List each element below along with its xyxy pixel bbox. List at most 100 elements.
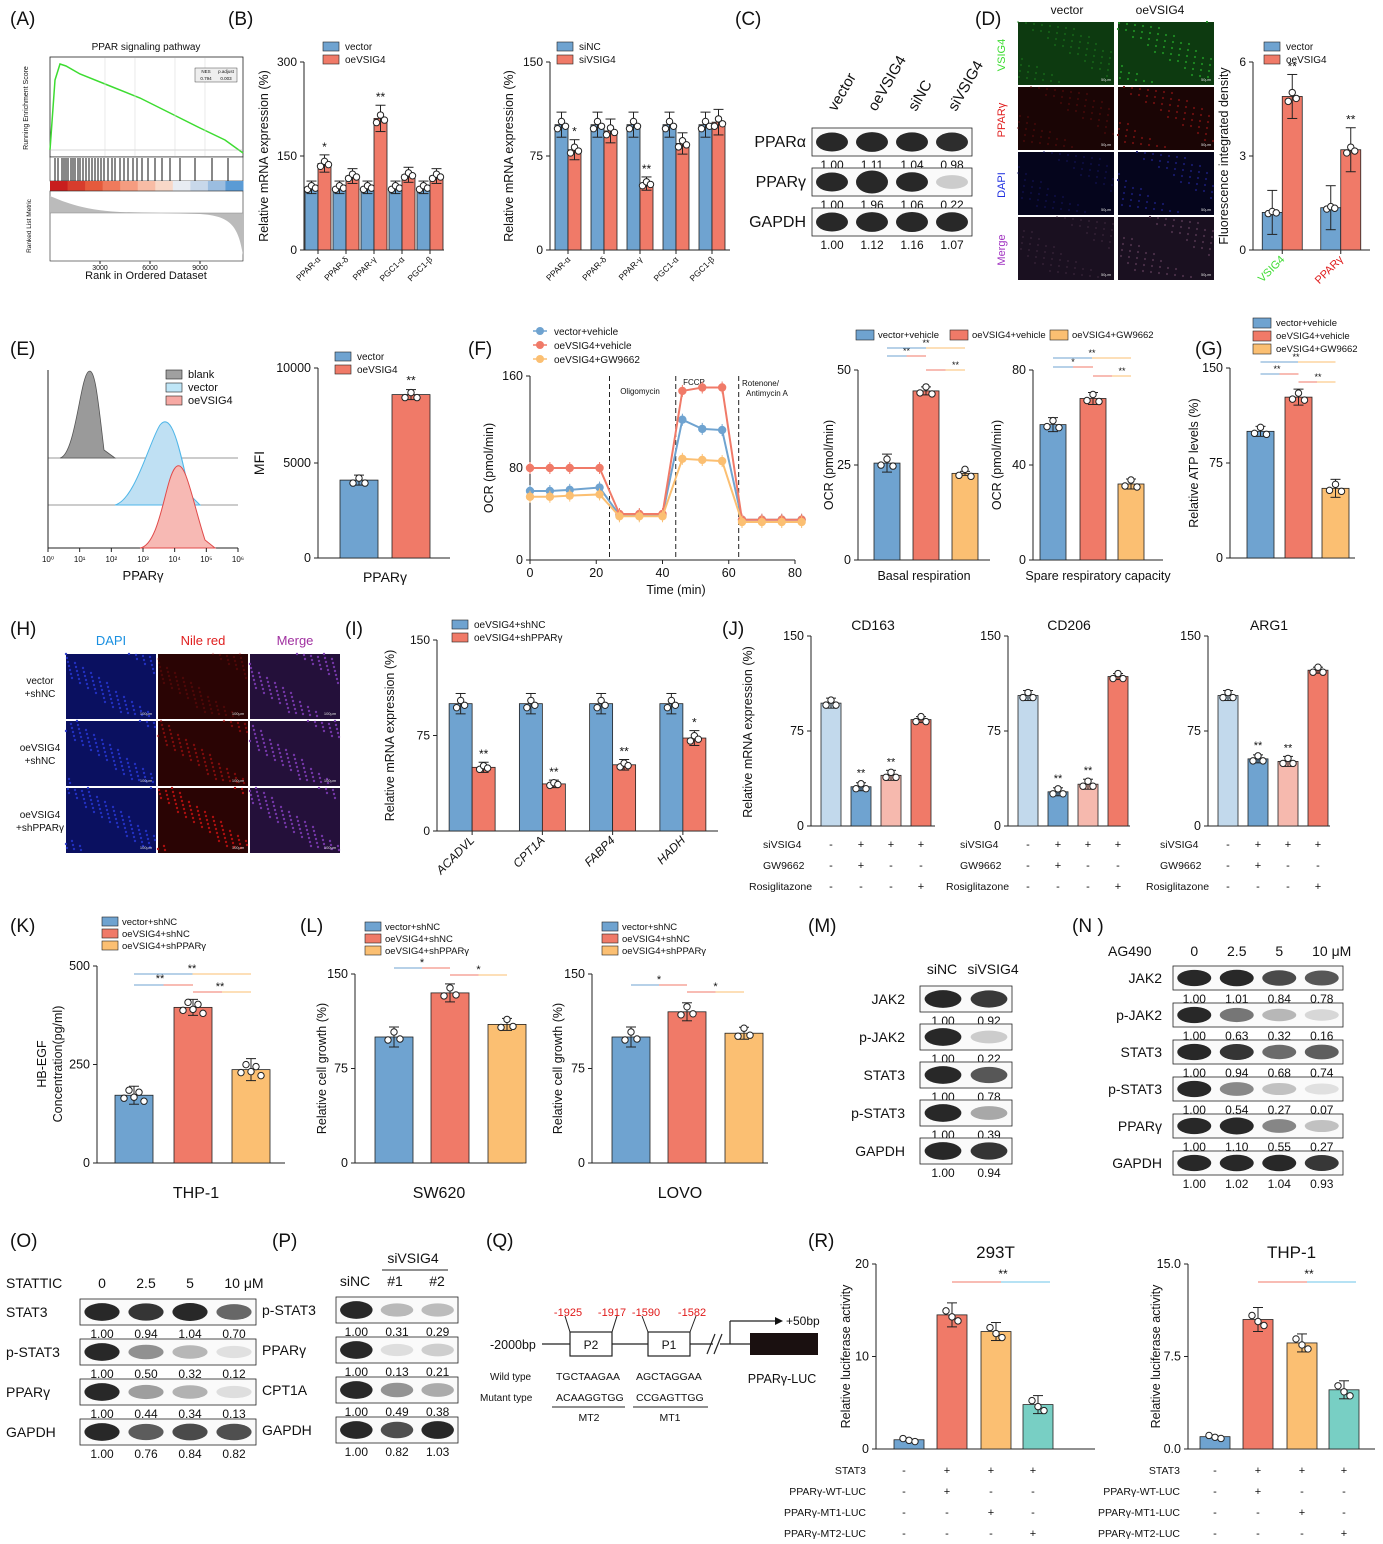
d-cell <box>1053 194 1057 198</box>
d-cell <box>1205 171 1209 175</box>
d-tick-label: 6 <box>1239 55 1246 69</box>
h-cell <box>334 673 338 677</box>
d-cell <box>1128 204 1132 208</box>
d-cell <box>1076 52 1080 56</box>
l-legend-swatch <box>364 945 382 956</box>
r-sign: - <box>945 1507 949 1519</box>
n-blot-band <box>1177 1043 1212 1061</box>
e2-tick-label: 5000 <box>283 456 311 470</box>
h-cell <box>254 786 258 790</box>
h-cell <box>96 749 100 753</box>
d-cell <box>1091 60 1095 64</box>
d-cell <box>1162 45 1166 49</box>
h-cell <box>101 692 105 696</box>
r0-tick-label: 0 <box>862 1442 869 1456</box>
h-cell <box>161 727 165 731</box>
l-legend-text: vector+shNC <box>622 922 677 933</box>
h-cell <box>306 719 310 723</box>
h-cell <box>255 790 259 794</box>
d-cell <box>1068 51 1072 55</box>
h-cell <box>153 838 157 842</box>
j0-tick-label: 75 <box>790 724 804 738</box>
h-cell <box>319 780 323 784</box>
h-cell <box>186 696 190 700</box>
d-cell <box>1061 44 1065 48</box>
h-cell <box>325 777 329 781</box>
h-cell <box>225 844 229 848</box>
d-cell <box>1058 258 1062 262</box>
h-cell <box>325 664 329 668</box>
n-blot-band <box>1177 969 1212 987</box>
d-cell <box>1118 121 1122 125</box>
f1-y-label: OCR (pmol/min) <box>482 423 496 513</box>
h-cell <box>199 821 203 825</box>
h-cell <box>289 818 293 822</box>
h-cell <box>84 805 88 809</box>
c-blot-band <box>816 132 848 152</box>
h-cell <box>304 824 308 828</box>
h-cell <box>75 796 79 800</box>
d-bar <box>1281 96 1303 251</box>
d-cell <box>1182 162 1186 166</box>
d-cell <box>1156 32 1160 36</box>
d-cell <box>1138 87 1142 91</box>
d-cell <box>1108 56 1112 60</box>
q-coord: -1917 <box>598 1307 626 1319</box>
d-cell <box>1144 206 1148 210</box>
d-cell <box>1048 24 1052 28</box>
h-cell <box>89 798 93 802</box>
f3-dot <box>1127 476 1135 484</box>
j-dot <box>1314 663 1322 671</box>
d-cell <box>1036 243 1040 247</box>
j-sig: ** <box>1084 765 1093 777</box>
d-cell <box>1071 33 1075 37</box>
h-cell <box>257 748 261 752</box>
h-cell <box>276 693 280 697</box>
d-cell <box>1169 52 1173 56</box>
h-cell <box>270 796 274 800</box>
d-cell <box>1142 157 1146 161</box>
b2-bar <box>554 124 569 251</box>
d-cell <box>1044 199 1048 203</box>
d-cell <box>1026 254 1030 258</box>
d-cell <box>1168 209 1172 213</box>
panel-label-C: (C) <box>735 9 761 30</box>
h-cell <box>117 702 121 706</box>
h-cell <box>105 808 109 812</box>
b1-legend-text: oeVSIG4 <box>345 55 386 66</box>
h-cell <box>89 671 93 675</box>
c-blot-band <box>856 132 888 152</box>
h-cell <box>118 706 122 710</box>
h-cell <box>149 772 153 776</box>
h-cell <box>119 810 123 814</box>
r-dot <box>954 1317 962 1325</box>
d-cell <box>1129 92 1133 96</box>
h-cell <box>182 807 186 811</box>
rank-strip <box>207 181 226 191</box>
r-sign: - <box>1256 1528 1260 1540</box>
j-dot <box>922 717 930 726</box>
b1-dot <box>316 162 325 170</box>
o-lane-label: 5 <box>186 1275 194 1291</box>
d-cell <box>1033 122 1037 126</box>
i-dot <box>601 701 609 709</box>
h-cell <box>293 707 297 711</box>
c-row-label: PPARα <box>754 134 806 151</box>
h-cell <box>308 713 312 717</box>
h-cell <box>214 827 218 831</box>
o-blot-band <box>172 1423 208 1441</box>
n-quant: 0.94 <box>1225 1066 1249 1080</box>
d-image <box>1118 152 1214 215</box>
d-cell <box>1025 76 1029 80</box>
d-cell <box>1116 27 1120 31</box>
d-cell <box>1160 102 1164 106</box>
r-row-label: PPARγ-WT-LUC <box>1103 1486 1180 1498</box>
h-cell <box>175 679 179 683</box>
h-cell <box>122 822 126 826</box>
d-cell <box>1194 49 1198 53</box>
d-cell <box>1089 117 1093 121</box>
h-cell <box>317 772 321 776</box>
o-blot-band <box>128 1303 164 1321</box>
h-cell <box>241 777 245 781</box>
q-arrow-head <box>775 1317 783 1325</box>
